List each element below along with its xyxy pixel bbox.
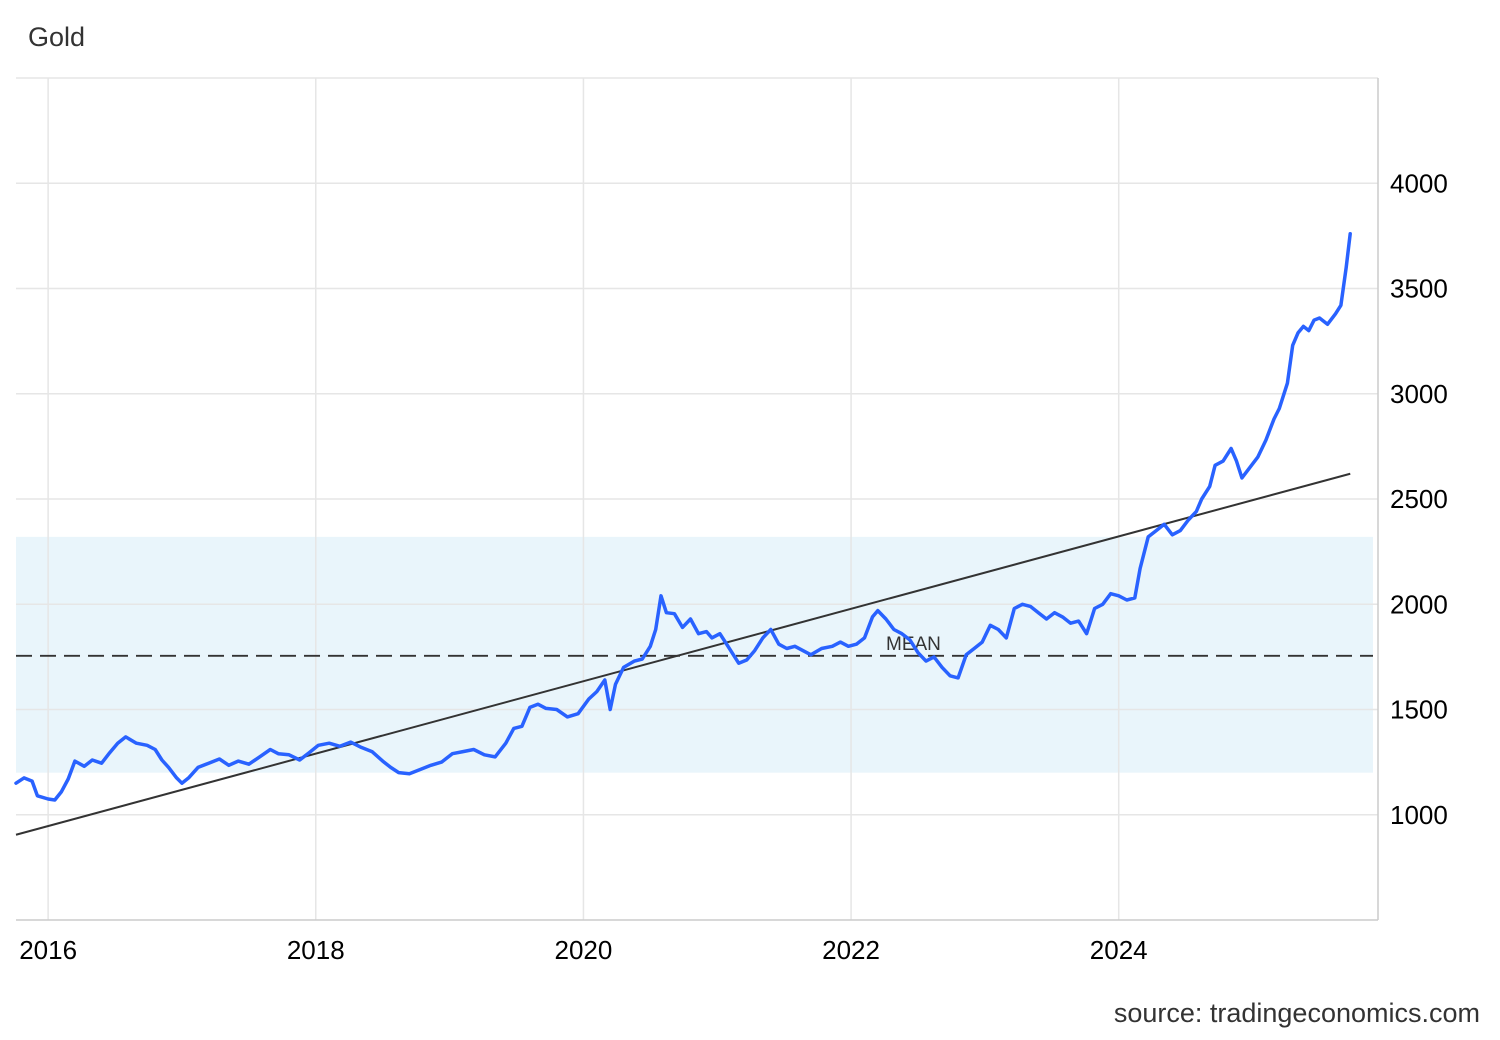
range-band <box>16 536 1373 773</box>
series-layer <box>14 232 1352 802</box>
x-tick-label-2024: 2024 <box>1090 935 1148 965</box>
x-tick-labels: 2016 2018 2020 2022 2024 <box>19 935 1147 965</box>
y-tick-label-1500: 1500 <box>1390 695 1448 725</box>
y-tick-label-3000: 3000 <box>1390 379 1448 409</box>
series-line-0 <box>14 232 1352 802</box>
x-tick-label-2020: 2020 <box>555 935 613 965</box>
y-tick-label-3500: 3500 <box>1390 274 1448 304</box>
y-tick-label-2000: 2000 <box>1390 589 1448 619</box>
y-tick-label-4000: 4000 <box>1390 168 1448 198</box>
y-tick-labels: 1000 1500 2000 2500 3000 3500 4000 <box>1390 168 1448 830</box>
chart-title: Gold <box>28 22 86 52</box>
x-tick-label-2018: 2018 <box>287 935 345 965</box>
y-tick-label-1000: 1000 <box>1390 800 1448 830</box>
axes <box>16 78 1379 921</box>
source-note: source: tradingeconomics.com <box>1113 998 1480 1028</box>
x-tick-label-2022: 2022 <box>822 935 880 965</box>
y-tick-label-2500: 2500 <box>1390 484 1448 514</box>
x-tick-label-2016: 2016 <box>19 935 77 965</box>
range-band-rect <box>16 536 1373 773</box>
grid-lines <box>16 77 1378 920</box>
trend-line <box>15 472 1351 836</box>
trend-line-group <box>15 472 1351 836</box>
